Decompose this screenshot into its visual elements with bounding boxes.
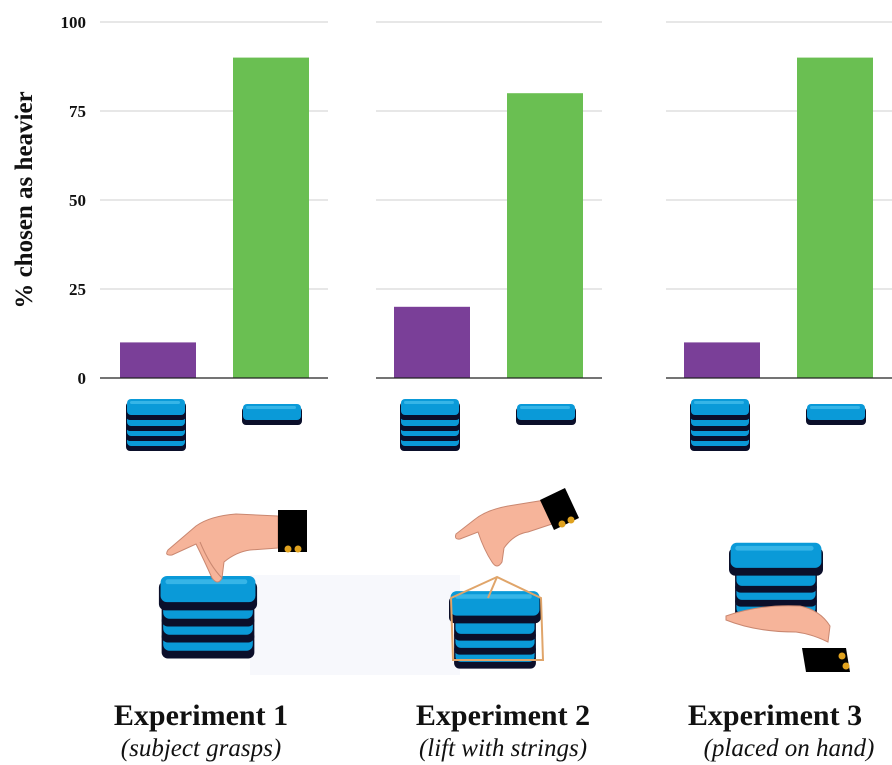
y-tick-50: 50 (69, 191, 86, 210)
experiment-3-condition: (placed on hand) (703, 735, 875, 762)
sleeve-icon (540, 488, 579, 530)
y-tick-labels: 100 75 50 25 0 (61, 13, 87, 388)
hand-icon (166, 513, 279, 583)
bar-stack (684, 342, 760, 378)
sleeve-icon (802, 648, 850, 672)
bar-single (797, 57, 873, 378)
block-stack-icon (449, 591, 541, 669)
y-tick-100: 100 (61, 13, 87, 32)
y-tick-75: 75 (69, 102, 86, 121)
illustration-placed-on-hand (725, 542, 850, 672)
single-block-icon (806, 404, 866, 425)
panel-3 (666, 21, 892, 451)
block-stack-icon (158, 576, 258, 659)
experiment-2-condition: (lift with strings) (418, 735, 588, 762)
stack-icon (690, 399, 750, 451)
bar-stack (120, 342, 196, 378)
illustration-lift-with-strings (449, 488, 579, 669)
stack-icon (126, 399, 186, 451)
experiment-2-title: Experiment 2 (415, 699, 591, 732)
illustration-subject-grasps (158, 510, 460, 675)
y-tick-0: 0 (78, 369, 87, 388)
strings-icon (449, 575, 545, 661)
experiment-1-title: Experiment 1 (113, 699, 289, 732)
panel-1: 100 75 50 25 0 (61, 13, 328, 451)
y-axis-label: % chosen as heavier (11, 91, 38, 308)
experiment-3-title: Experiment 3 (687, 699, 863, 732)
stack-icon (400, 399, 460, 451)
bar-single (233, 57, 309, 378)
hand-icon (725, 605, 831, 643)
panel-2 (376, 21, 602, 451)
hand-icon (455, 499, 553, 567)
experiment-1-condition: (subject grasps) (120, 735, 282, 762)
y-tick-25: 25 (69, 280, 86, 299)
bar-single (507, 93, 583, 378)
single-block-icon (242, 404, 302, 425)
single-block-icon (516, 404, 576, 425)
sleeve-icon (278, 510, 307, 553)
bar-stack (394, 306, 470, 378)
